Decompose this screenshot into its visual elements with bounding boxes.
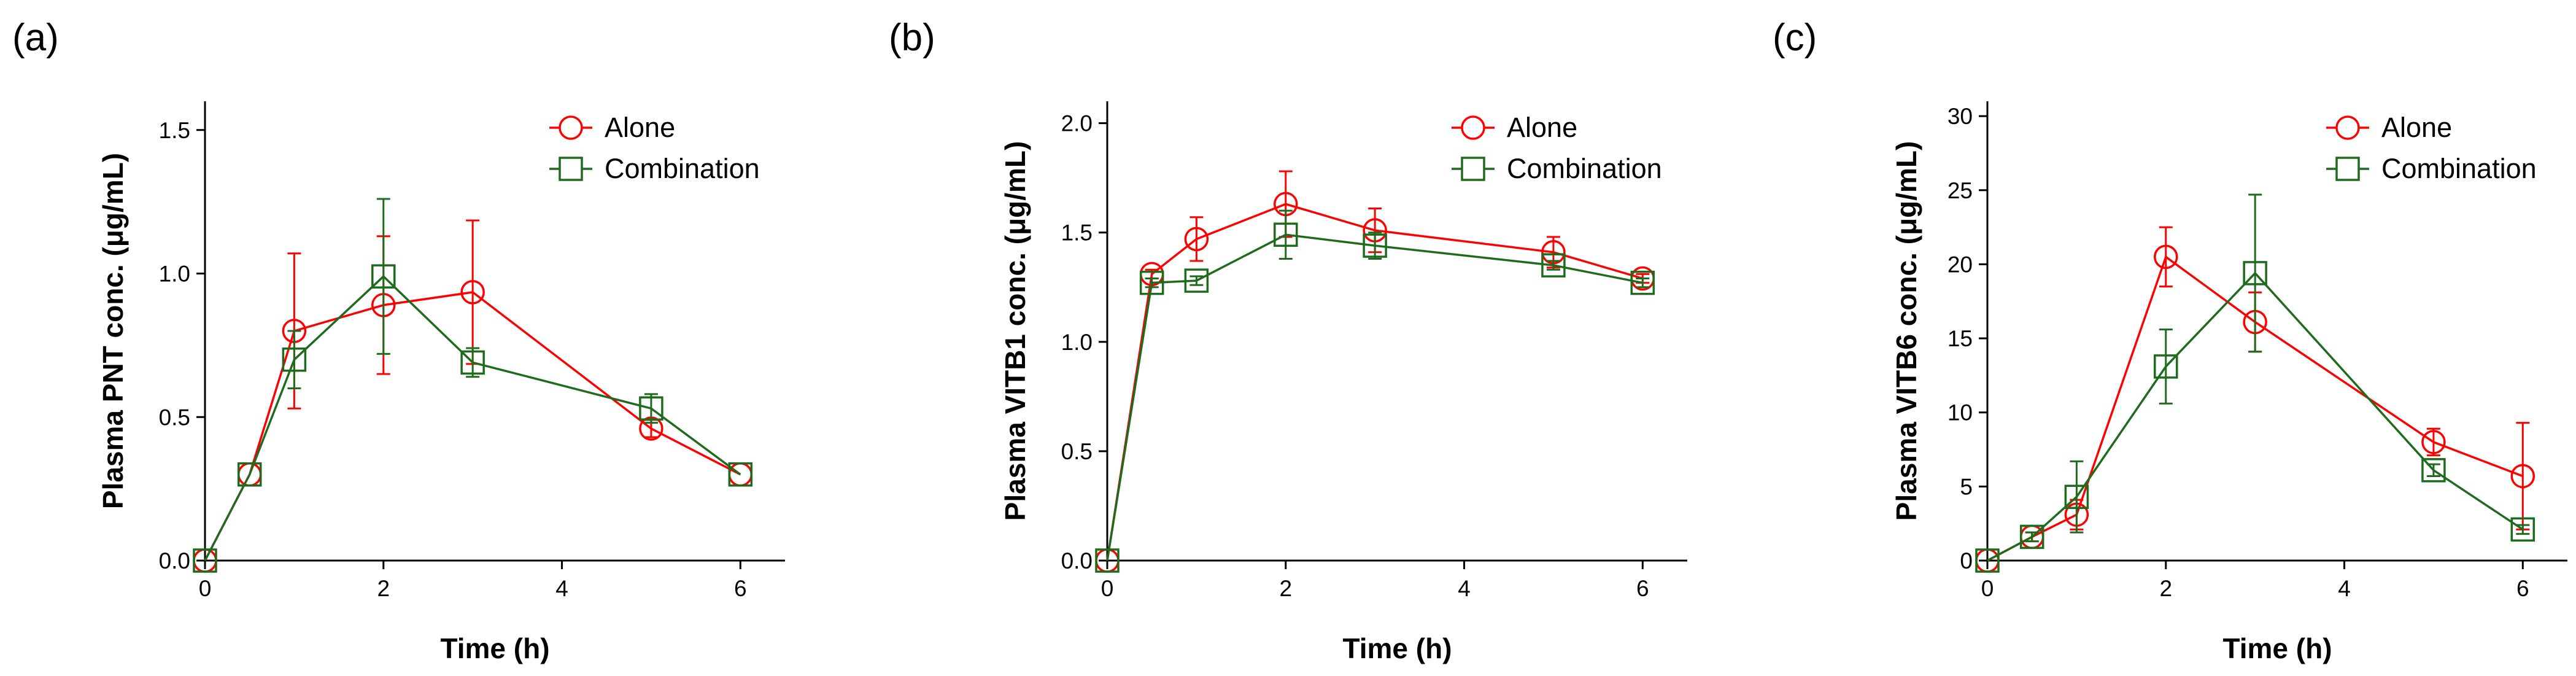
x-tick-label: 0 [199, 576, 212, 601]
data-point [1630, 270, 1655, 295]
legend-entry-alone: Alone [1452, 112, 1577, 143]
series-combination [1975, 193, 2535, 573]
data-point [1541, 253, 1566, 278]
y-tick-label: 30 [1947, 104, 1973, 129]
y-tick-label: 0.0 [159, 548, 190, 573]
panel-label: (a) [12, 17, 59, 59]
data-point [2510, 464, 2535, 489]
x-tick-label: 2 [1279, 576, 1292, 601]
x-tick-label: 4 [2338, 576, 2351, 601]
data-point [460, 350, 485, 375]
legend-label: Combination [2381, 153, 2537, 184]
data-point [2421, 458, 2446, 483]
data-point [371, 264, 396, 289]
legend-label: Alone [1507, 112, 1577, 143]
y-tick-label: 15 [1947, 326, 1973, 351]
y-tick-label: 20 [1947, 252, 1973, 277]
data-point [1184, 227, 1209, 252]
data-point [639, 396, 663, 421]
series-combination [1095, 209, 1655, 573]
y-tick-label: 0.5 [1061, 439, 1093, 464]
x-axis-title: Time (h) [2222, 632, 2332, 664]
x-tick-label: 4 [1458, 576, 1471, 601]
x-tick-label: 6 [1636, 576, 1649, 601]
y-tick-label: 1.5 [159, 118, 190, 143]
legend-label: Combination [1507, 153, 1662, 184]
x-tick-label: 6 [734, 576, 747, 601]
x-tick-label: 0 [1101, 576, 1114, 601]
data-point [282, 348, 307, 372]
data-point [728, 462, 753, 487]
data-point [237, 462, 262, 487]
legend-label: Alone [605, 112, 675, 143]
y-axis-title: Plasma VITB6 conc. (μg/mL) [1890, 141, 1922, 521]
legend-entry-combination: Combination [1452, 153, 1662, 184]
data-point [2154, 354, 2178, 379]
legend-entry-alone: Alone [2326, 112, 2452, 143]
data-point [460, 280, 485, 305]
y-tick-label: 1.0 [159, 262, 190, 287]
data-point [1274, 222, 1298, 247]
panel-c: (c) 0 5 10 15 20 25 30 0 2 4 6 Time (h) Plasma VITB6 … [1773, 17, 2567, 664]
x-tick-label: 2 [377, 576, 390, 601]
y-tick-label: 10 [1947, 400, 1973, 425]
data-point [2421, 430, 2446, 454]
legend-marker [559, 157, 583, 181]
y-axis-title: Plasma VITB1 conc. (μg/mL) [999, 141, 1031, 521]
y-tick-label: 25 [1947, 178, 1973, 203]
legend-marker [559, 115, 583, 140]
legend-entry-combination: Combination [2326, 153, 2537, 184]
data-point [2154, 244, 2178, 270]
series-alone [193, 219, 753, 573]
y-axis-title: Plasma PNT conc. (μg/mL) [97, 153, 129, 509]
series-line [1106, 233, 1643, 561]
x-axis-title: Time (h) [1342, 632, 1452, 664]
panel-b: (b) 0.0 0.5 1.0 1.5 2.0 0 2 4 6 Time (h) Plasma VIT… [889, 17, 1687, 664]
legend-label: Alone [2381, 112, 2452, 143]
data-point [1184, 268, 1209, 293]
y-tick-label: 0.5 [159, 405, 190, 430]
data-point [2019, 524, 2044, 550]
data-point [2064, 484, 2089, 509]
y-tick-label: 5 [1960, 474, 1973, 499]
panel-label: (c) [1773, 17, 1817, 59]
data-point [2510, 517, 2535, 542]
legend-marker [2335, 157, 2360, 181]
series-alone [1095, 170, 1655, 573]
y-tick-label: 0.0 [1061, 548, 1093, 573]
legend-label: Combination [605, 153, 760, 184]
y-tick-label: 1.5 [1061, 220, 1093, 246]
x-tick-label: 2 [2159, 576, 2172, 601]
legend-marker [1461, 115, 1485, 140]
data-point [1975, 548, 2000, 573]
x-tick-label: 0 [1981, 576, 1994, 601]
data-point [1095, 548, 1120, 573]
x-tick-label: 4 [555, 576, 568, 601]
y-tick-label: 1.0 [1061, 330, 1093, 355]
series-combination [193, 198, 753, 573]
legend-entry-combination: Combination [549, 153, 760, 184]
legend-marker [1461, 157, 1485, 181]
data-point [193, 548, 217, 573]
legend-entry-alone: Alone [549, 112, 675, 143]
x-tick-label: 6 [2516, 576, 2529, 601]
x-axis-title: Time (h) [440, 632, 549, 664]
legend-marker [2335, 115, 2360, 140]
panel-a: (a) 0.0 0.5 1.0 1.5 0 2 4 6 Time (h) Plasma PNT co… [12, 17, 785, 664]
panel-label: (b) [889, 17, 935, 59]
data-point [2243, 261, 2267, 286]
y-tick-label: 2.0 [1061, 111, 1093, 136]
data-point [1363, 233, 1387, 258]
y-tick-label: 0 [1960, 548, 1973, 573]
data-point [1139, 270, 1164, 295]
